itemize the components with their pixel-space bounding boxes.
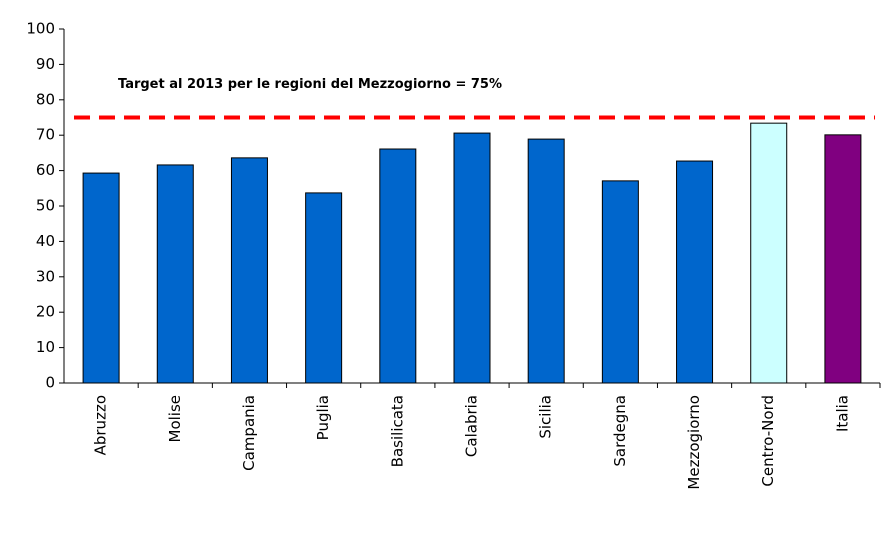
- x-tick-label: Centro-Nord: [759, 395, 777, 487]
- x-tick-label: Sardegna: [611, 395, 629, 467]
- bar: [601, 180, 639, 384]
- x-tick-label: Basilicata: [388, 395, 406, 467]
- bar: [750, 122, 788, 384]
- bar: [156, 164, 194, 384]
- x-tick-label: Italia: [833, 395, 851, 432]
- x-tick-label: Abruzzo: [92, 395, 110, 455]
- x-tick-label: Molise: [166, 395, 184, 443]
- x-tick-label: Sicilia: [537, 395, 555, 439]
- y-tick-label: 50: [36, 197, 55, 215]
- bar: [379, 148, 417, 384]
- y-tick-label: 20: [36, 303, 55, 321]
- annotation: Target al 2013 per le regioni del Mezzog…: [118, 77, 502, 92]
- x-tick-label: Calabria: [463, 395, 481, 457]
- bar: [527, 138, 565, 384]
- bar: [230, 157, 268, 384]
- bar: [676, 160, 714, 384]
- bar: [453, 132, 491, 384]
- y-tick-label: 90: [36, 55, 55, 73]
- x-tick-label: Puglia: [314, 395, 332, 440]
- x-tick-label: Campania: [240, 395, 258, 471]
- y-tick-label: 70: [36, 126, 55, 144]
- y-tick-label: 100: [26, 20, 55, 38]
- bar: [305, 192, 343, 384]
- x-tick-label: Mezzogiorno: [685, 395, 703, 490]
- y-tick-label: 0: [45, 374, 55, 392]
- y-tick-label: 40: [36, 232, 55, 250]
- bar: [82, 172, 120, 384]
- y-tick-label: 30: [36, 267, 55, 285]
- y-tick-label: 80: [36, 90, 55, 108]
- y-tick-label: 60: [36, 161, 55, 179]
- bar: [824, 134, 862, 384]
- y-tick-label: 10: [36, 338, 55, 356]
